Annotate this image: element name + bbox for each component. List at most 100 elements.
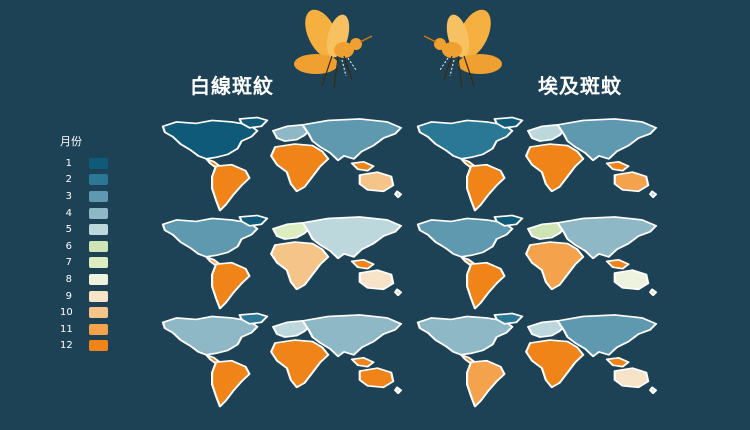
- legend-month-label: 8: [65, 273, 72, 285]
- region-sea: [605, 356, 630, 368]
- region-sea: [350, 356, 375, 368]
- region-sa: [466, 163, 506, 212]
- legend-month-label: 7: [65, 257, 72, 269]
- region-sea: [350, 258, 375, 270]
- month-legend: 月份 1 2 3 4 5 6 7 8 9 10 11 12: [60, 133, 108, 354]
- legend-swatch: [89, 224, 108, 236]
- legend-month-label: 1: [65, 157, 72, 169]
- legend-title: 月份: [60, 135, 82, 148]
- region-sea: [350, 160, 375, 172]
- legend-month-label: 10: [60, 307, 73, 319]
- region-na: [161, 119, 259, 160]
- region-as: [556, 118, 658, 162]
- region-sa: [211, 163, 251, 212]
- legend-item: 9: [60, 288, 108, 305]
- region-sa: [211, 261, 251, 310]
- region-nz: [649, 190, 658, 199]
- legend-item: 6: [60, 238, 108, 255]
- map-albopictus-1: [155, 116, 405, 212]
- legend-swatch: [89, 290, 108, 302]
- legend-swatch: [89, 190, 108, 202]
- legend-swatch: [89, 240, 108, 252]
- region-as: [556, 314, 658, 358]
- region-eu: [272, 320, 312, 338]
- region-sa: [466, 261, 506, 310]
- legend-swatch: [89, 323, 108, 335]
- region-nz: [394, 288, 403, 297]
- region-gl: [238, 214, 269, 227]
- region-nz: [394, 190, 403, 199]
- region-eu: [272, 222, 312, 240]
- region-gl: [238, 312, 269, 325]
- region-na: [161, 217, 259, 258]
- region-au: [613, 367, 650, 389]
- region-as: [301, 118, 403, 162]
- legend-swatch: [89, 174, 108, 186]
- region-gl: [493, 214, 524, 227]
- legend-month-label: 11: [60, 323, 73, 335]
- region-af: [525, 339, 585, 389]
- legend-swatch: [89, 207, 108, 219]
- legend-swatch: [89, 307, 108, 319]
- mosquito-icon-left: [294, 9, 373, 89]
- region-sa: [466, 359, 506, 408]
- region-sea: [605, 258, 630, 270]
- map-albopictus-3: [155, 312, 405, 408]
- region-au: [613, 269, 650, 291]
- legend-swatch: [89, 257, 108, 269]
- legend-swatch: [89, 157, 108, 169]
- legend-swatch: [89, 340, 108, 352]
- region-gl: [493, 312, 524, 325]
- region-af: [525, 143, 585, 193]
- legend-item: 7: [60, 255, 108, 272]
- map-aegypti-3: [410, 312, 660, 408]
- legend-item: 11: [60, 321, 108, 338]
- region-eu: [527, 320, 567, 338]
- region-au: [358, 367, 395, 389]
- map-aegypti-1: [410, 116, 660, 212]
- region-nz: [394, 386, 403, 395]
- legend-item: 12: [60, 338, 108, 355]
- legend-month-label: 12: [60, 340, 73, 352]
- region-na: [416, 119, 514, 160]
- map-aegypti-2: [410, 214, 660, 310]
- legend-month-label: 3: [65, 190, 72, 202]
- region-nz: [649, 288, 658, 297]
- region-af: [270, 339, 330, 389]
- mosquito-icon-right: [423, 9, 502, 89]
- legend-month-label: 6: [65, 240, 72, 252]
- region-nz: [649, 386, 658, 395]
- legend-swatch: [89, 273, 108, 285]
- legend-item: 2: [60, 172, 108, 189]
- map-albopictus-2: [155, 214, 405, 310]
- legend-month-label: 5: [65, 224, 72, 236]
- region-gl: [238, 116, 269, 129]
- legend-month-label: 4: [65, 207, 72, 219]
- region-na: [416, 217, 514, 258]
- region-as: [301, 314, 403, 358]
- legend-item: 3: [60, 188, 108, 205]
- region-eu: [527, 124, 567, 142]
- region-sea: [605, 160, 630, 172]
- region-au: [613, 171, 650, 193]
- region-as: [556, 216, 658, 260]
- region-af: [525, 241, 585, 291]
- legend-item: 4: [60, 205, 108, 222]
- region-eu: [527, 222, 567, 240]
- region-as: [301, 216, 403, 260]
- region-af: [270, 241, 330, 291]
- title-albopictus: 白線斑紋: [190, 74, 274, 98]
- legend-item: 5: [60, 221, 108, 238]
- legend-month-label: 2: [65, 174, 72, 186]
- region-af: [270, 143, 330, 193]
- region-gl: [493, 116, 524, 129]
- legend-month-label: 9: [65, 290, 72, 302]
- title-aegypti: 埃及斑蚊: [538, 74, 622, 98]
- region-na: [161, 315, 259, 356]
- legend-item: 8: [60, 271, 108, 288]
- legend-item: 10: [60, 304, 108, 321]
- legend-item: 1: [60, 155, 108, 172]
- region-sa: [211, 359, 251, 408]
- region-eu: [272, 124, 312, 142]
- region-au: [358, 171, 395, 193]
